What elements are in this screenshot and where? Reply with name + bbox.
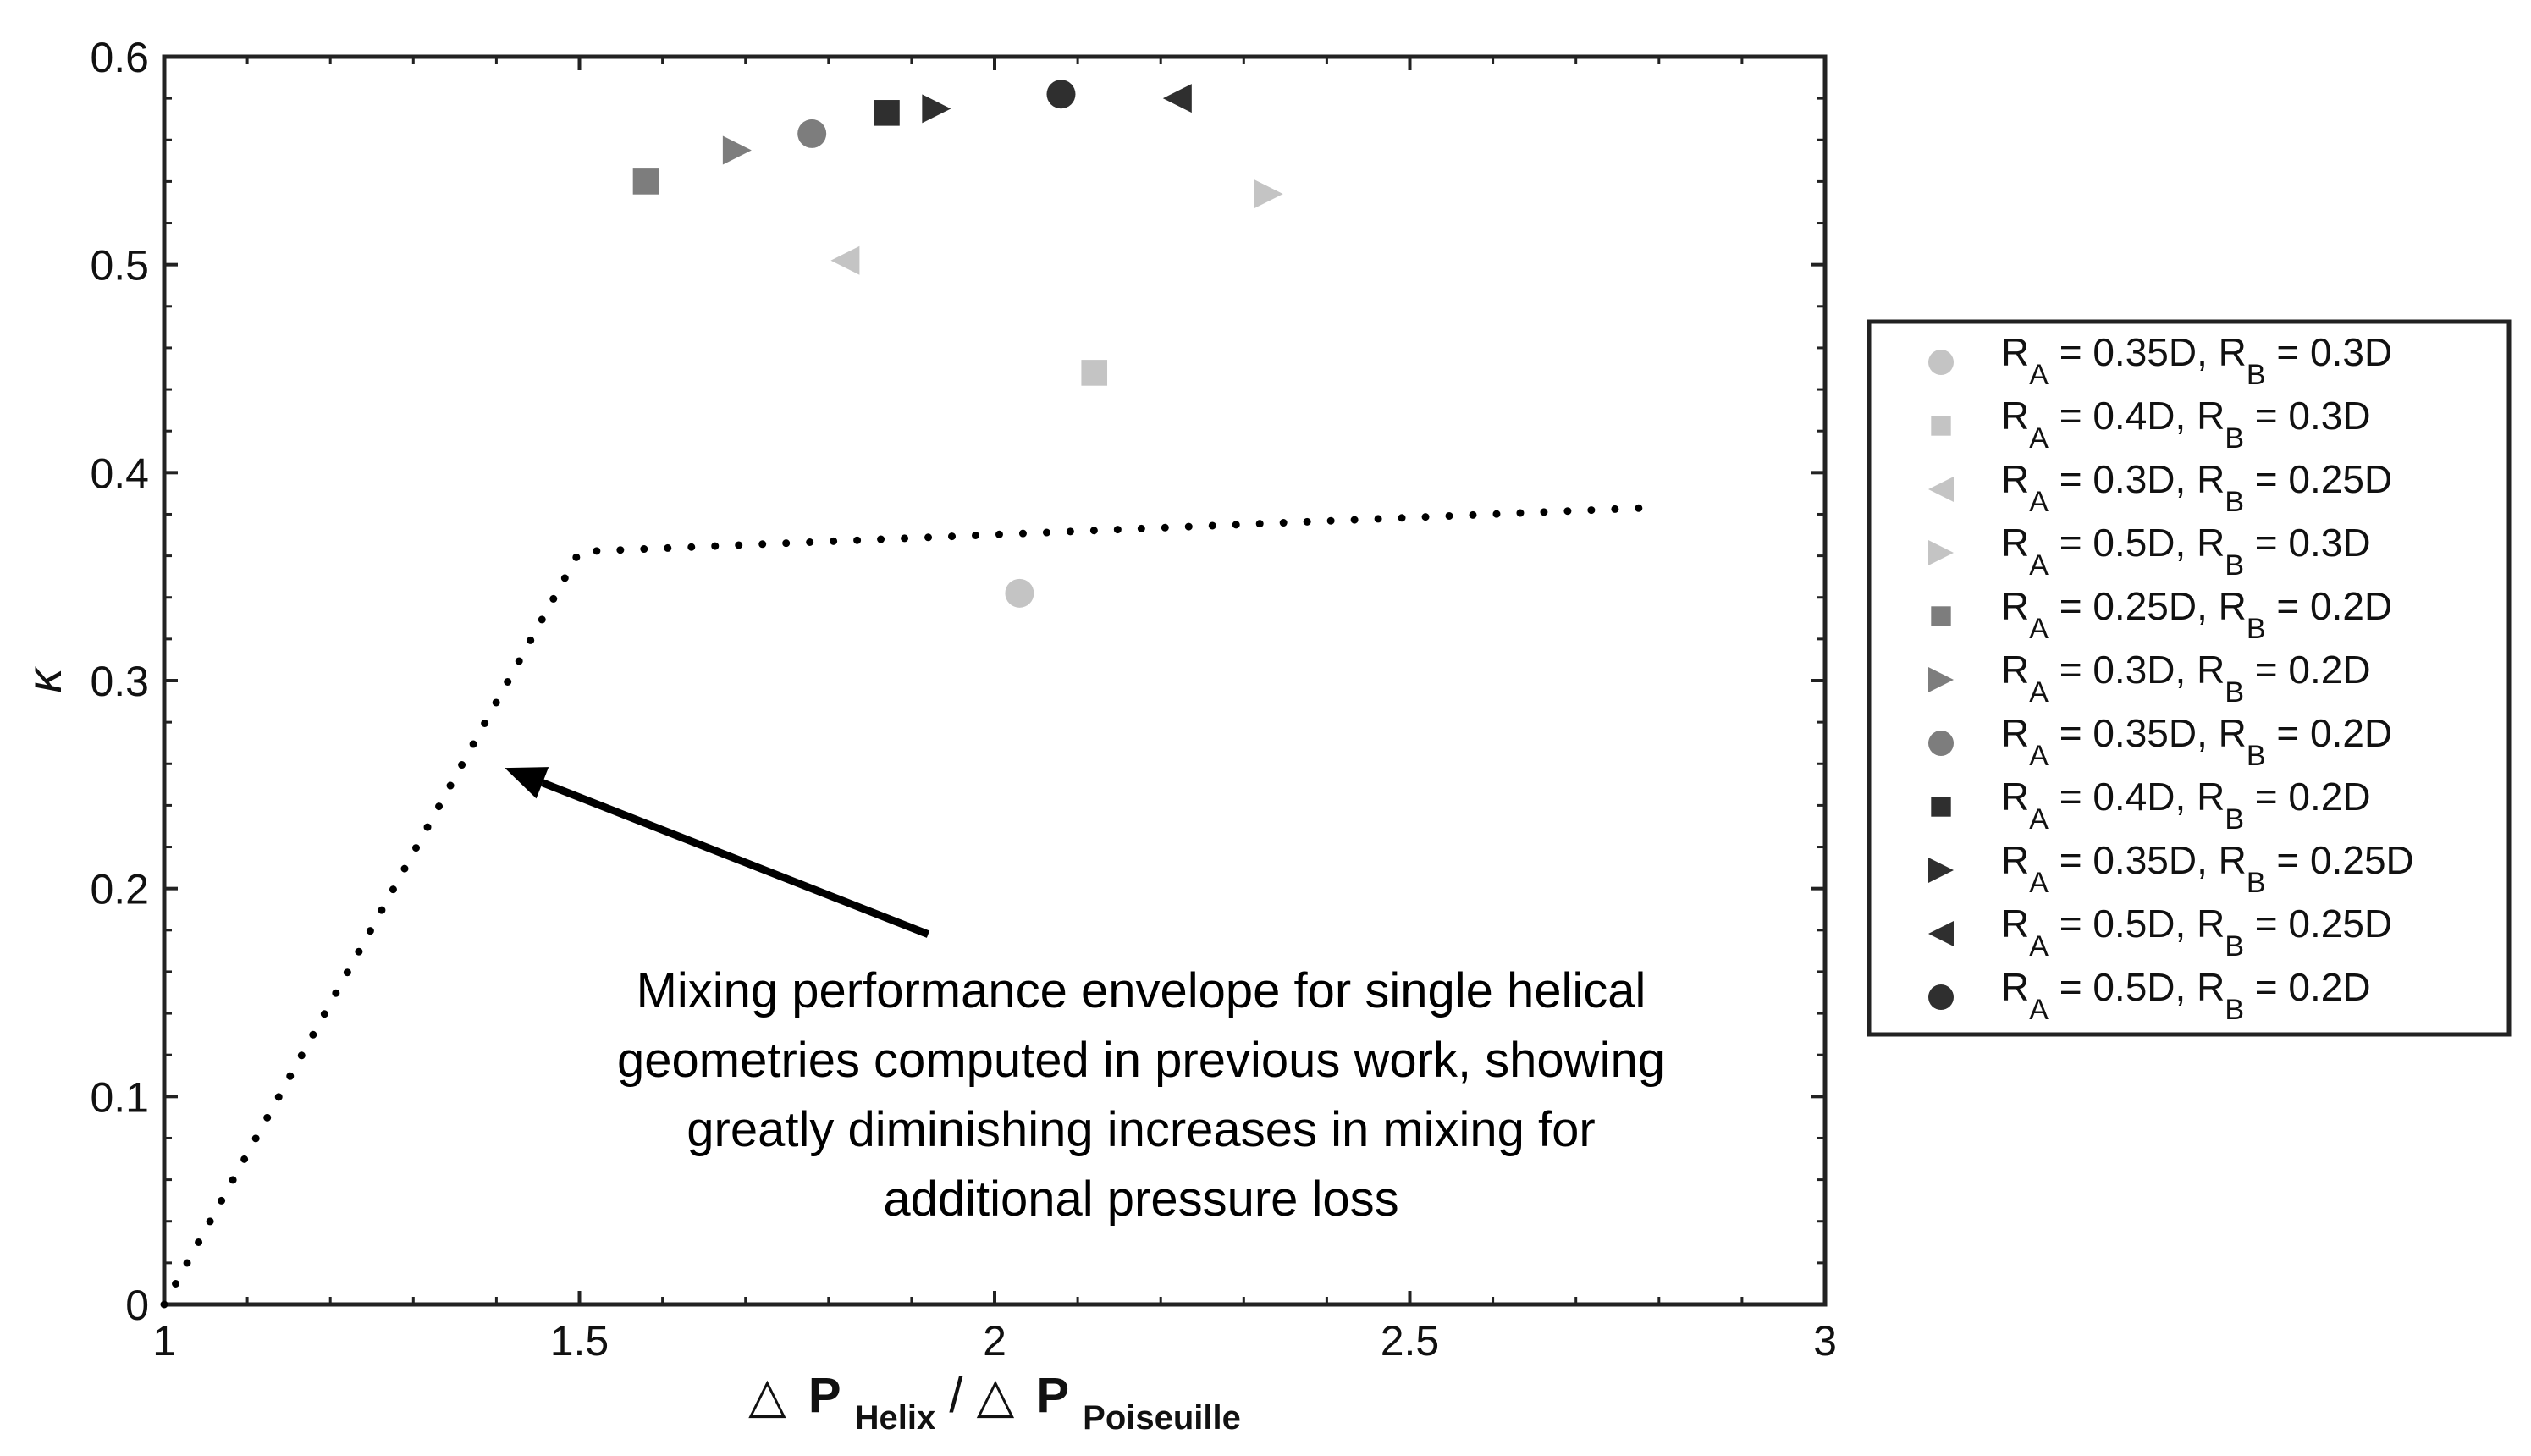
point-r-a-0-35d-r-b-0-2d bbox=[797, 119, 827, 148]
legend-label: RA = 0.3D, RB = 0.2D bbox=[2001, 648, 2371, 709]
legend-label: RA = 0.35D, RB = 0.25D bbox=[2001, 838, 2414, 899]
x-label-delta-1: △ bbox=[748, 1368, 786, 1423]
x-tick-label: 1.5 bbox=[550, 1317, 609, 1365]
x-label-delta-2: △ bbox=[977, 1368, 1015, 1423]
x-label-p-2: P bbox=[1036, 1368, 1069, 1423]
point-r-a-0-3d-r-b-0-25d bbox=[830, 245, 860, 275]
x-tick-label: 3 bbox=[1813, 1317, 1837, 1365]
y-tick-label: 0.2 bbox=[90, 866, 149, 913]
y-axis-label: κ bbox=[17, 666, 72, 693]
legend-label: RA = 0.25D, RB = 0.2D bbox=[2001, 584, 2392, 645]
y-tick-label: 0.3 bbox=[90, 658, 149, 705]
legend-label: RA = 0.5D, RB = 0.3D bbox=[2001, 521, 2371, 582]
legend-box bbox=[1867, 319, 2512, 1037]
legend-marker-r-a-0-35d-r-b-0-3d bbox=[1928, 350, 1954, 375]
envelope-line bbox=[160, 504, 1646, 1309]
legend-marker-r-a-0-4d-r-b-0-3d bbox=[1931, 416, 1951, 436]
legend-marker-r-a-0-35d-r-b-0-2d bbox=[1928, 731, 1954, 756]
y-tick-label: 0.4 bbox=[90, 449, 149, 497]
annotation-line: additional pressure loss bbox=[883, 1172, 1398, 1227]
point-r-a-0-5d-r-b-0-25d bbox=[1162, 84, 1192, 113]
envelope-layer bbox=[160, 504, 1646, 1309]
legend-marker-r-a-0-5d-r-b-0-25d bbox=[1928, 921, 1954, 946]
annotation-line: Mixing performance envelope for single h… bbox=[637, 963, 1646, 1018]
point-r-a-0-35d-r-b-0-3d bbox=[1005, 578, 1034, 608]
annotation-arrow-shaft bbox=[541, 779, 930, 938]
legend-marker-r-a-0-35d-r-b-0-25d bbox=[1928, 858, 1954, 883]
legend-marker-r-a-0-4d-r-b-0-2d bbox=[1931, 797, 1951, 817]
legend-label: RA = 0.4D, RB = 0.3D bbox=[2001, 394, 2371, 455]
annotation-layer: Mixing performance envelope for single h… bbox=[505, 767, 1665, 1227]
point-r-a-0-3d-r-b-0-2d bbox=[722, 135, 752, 165]
legend-marker-r-a-0-3d-r-b-0-25d bbox=[1928, 477, 1954, 502]
legend-marker-r-a-0-25d-r-b-0-2d bbox=[1931, 606, 1951, 626]
axis-ticks: 1 1.5 2 2.5 3 0 0.1 0.2 0.3 0.4 0.5 0.6 bbox=[90, 34, 1836, 1365]
data-points bbox=[632, 80, 1283, 608]
legend-label: RA = 0.5D, RB = 0.2D bbox=[2001, 965, 2371, 1026]
x-axis-label: △ P Helix / △ P Poiseuille bbox=[748, 1368, 1241, 1440]
point-r-a-0-5d-r-b-0-3d bbox=[1254, 179, 1283, 209]
point-r-a-0-4d-r-b-0-3d bbox=[1081, 360, 1108, 386]
x-label-p-1: P bbox=[808, 1368, 841, 1423]
y-tick-label: 0.6 bbox=[90, 34, 149, 81]
x-tick-label: 1 bbox=[152, 1317, 176, 1365]
legend-marker-r-a-0-5d-r-b-0-3d bbox=[1928, 540, 1954, 565]
legend-label: RA = 0.4D, RB = 0.2D bbox=[2001, 775, 2371, 836]
legend-label: RA = 0.35D, RB = 0.3D bbox=[2001, 330, 2392, 391]
point-r-a-0-5d-r-b-0-2d bbox=[1046, 80, 1076, 109]
point-r-a-0-35d-r-b-0-25d bbox=[922, 94, 951, 124]
y-tick-label: 0.5 bbox=[90, 242, 149, 290]
legend-label: RA = 0.5D, RB = 0.25D bbox=[2001, 902, 2392, 962]
x-label-slash: / bbox=[949, 1368, 963, 1423]
point-r-a-0-25d-r-b-0-2d bbox=[632, 168, 659, 195]
legend-label: RA = 0.3D, RB = 0.25D bbox=[2001, 457, 2392, 518]
x-tick-label: 2.5 bbox=[1381, 1317, 1440, 1365]
y-tick-label: 0.1 bbox=[90, 1073, 149, 1121]
annotation-line: geometries computed in previous work, sh… bbox=[617, 1033, 1665, 1088]
legend-marker-r-a-0-3d-r-b-0-2d bbox=[1928, 667, 1954, 692]
x-label-sub-2: Poiseuille bbox=[1083, 1399, 1241, 1437]
legend-label: RA = 0.35D, RB = 0.2D bbox=[2001, 711, 2392, 772]
x-label-sub-1: Helix bbox=[855, 1399, 936, 1437]
legend-marker-r-a-0-5d-r-b-0-2d bbox=[1928, 984, 1954, 1010]
y-tick-label: 0 bbox=[125, 1282, 149, 1329]
annotation-arrow-head bbox=[505, 767, 549, 799]
plot-area bbox=[162, 54, 1828, 1307]
x-tick-label: 2 bbox=[983, 1317, 1006, 1365]
point-r-a-0-4d-r-b-0-2d bbox=[874, 100, 900, 126]
annotation-line: greatly diminishing increases in mixing … bbox=[687, 1102, 1595, 1157]
